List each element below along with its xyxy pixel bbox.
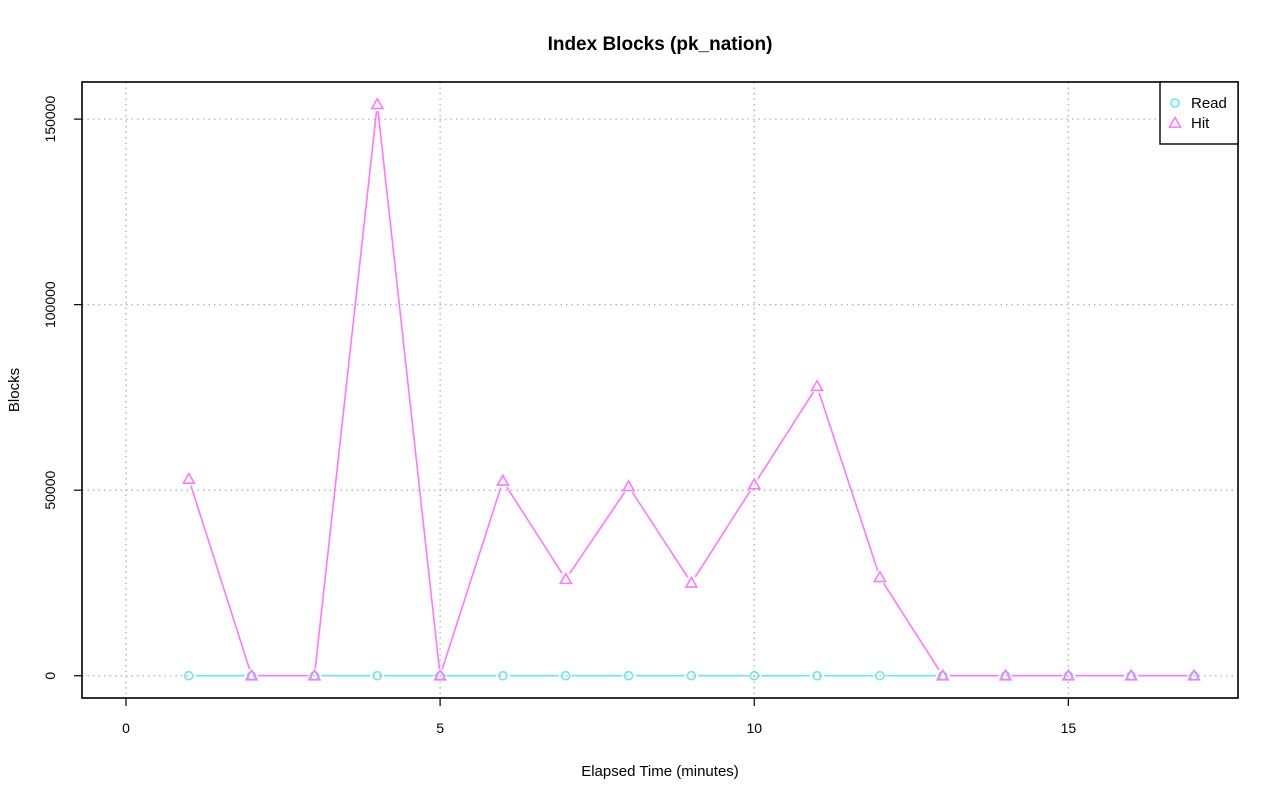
data-point-hit	[558, 572, 573, 585]
x-tick-label: 5	[436, 720, 444, 736]
line-segment-hit	[631, 491, 689, 578]
data-point-hit	[935, 668, 950, 681]
x-axis-label: Elapsed Time (minutes)	[581, 763, 739, 780]
y-tick-label: 100000	[42, 281, 58, 328]
y-tick-label: 50000	[42, 471, 58, 510]
line-segment-hit	[882, 582, 940, 671]
line-segment-hit	[569, 491, 626, 574]
data-point-read	[749, 670, 760, 681]
data-point-read	[372, 670, 383, 681]
plot-frame	[81, 81, 1239, 699]
y-axis-label: Blocks	[6, 368, 23, 412]
line-segment-hit	[757, 391, 814, 480]
y-tick-label: 0	[42, 672, 58, 680]
data-point-hit	[684, 575, 699, 588]
x-tick-label: 15	[1061, 720, 1077, 736]
data-point-hit	[496, 473, 510, 486]
legend-marker-hit	[1168, 115, 1182, 128]
data-point-read	[812, 670, 822, 681]
data-point-read	[560, 670, 571, 681]
legend-label-read: Read	[1191, 95, 1227, 112]
data-point-hit	[810, 379, 824, 392]
data-point-read	[686, 670, 697, 681]
series-layer	[181, 97, 1201, 681]
x-tick-label: 0	[122, 720, 130, 736]
data-point-hit	[244, 668, 259, 681]
data-point-hit	[1187, 668, 1201, 681]
y-tick-label: 150000	[42, 96, 58, 143]
data-point-hit	[1061, 668, 1076, 681]
data-point-hit	[1124, 668, 1139, 681]
data-point-read	[875, 670, 885, 681]
grid	[82, 82, 1238, 698]
chart-title: Index Blocks (pk_nation)	[548, 34, 773, 55]
legend-box	[1159, 81, 1239, 145]
axes: 0 5 10 15 0 50000 100000 150000	[42, 96, 1076, 736]
line-segment-hit	[506, 486, 563, 574]
line-segment-hit	[190, 485, 251, 670]
legend-marker-read	[1170, 98, 1180, 108]
line-segment-hit	[818, 392, 879, 571]
data-point-read	[184, 670, 194, 681]
line-segment-hit	[441, 487, 502, 670]
data-point-hit	[621, 479, 636, 492]
data-point-read	[498, 670, 508, 681]
line-segment-hit	[314, 111, 378, 669]
line-segment-hit	[377, 111, 441, 669]
data-point-hit	[747, 477, 762, 490]
data-point-read	[623, 670, 634, 681]
data-point-hit	[370, 97, 385, 110]
series-hit	[181, 97, 1201, 681]
data-point-hit	[873, 570, 887, 583]
legend: Read Hit	[1159, 81, 1239, 145]
legend-label-hit: Hit	[1191, 115, 1210, 132]
line-segment-hit	[694, 490, 752, 578]
data-point-hit	[998, 668, 1013, 681]
data-point-hit	[307, 668, 322, 681]
x-tick-label: 10	[746, 720, 762, 736]
data-point-hit	[181, 471, 196, 484]
data-point-hit	[433, 668, 447, 681]
